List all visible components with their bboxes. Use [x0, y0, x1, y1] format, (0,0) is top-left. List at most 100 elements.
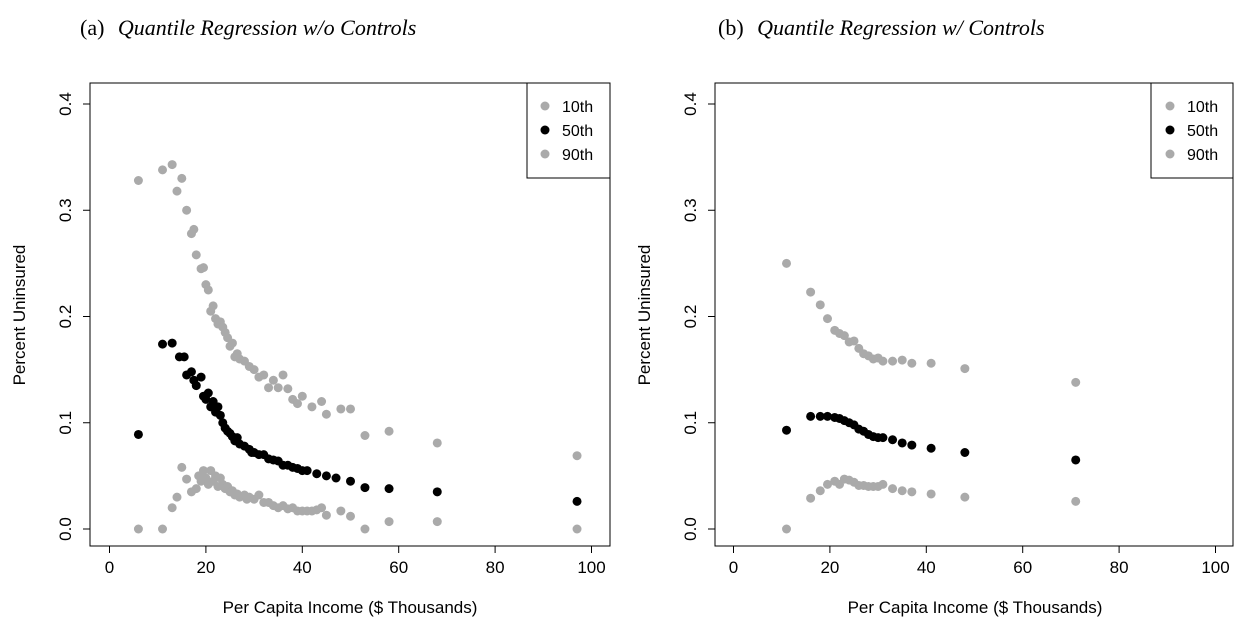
panel-a-point-10th — [346, 511, 355, 521]
panel-a-caption: (a) Quantile Regression w/o Controls — [80, 15, 416, 40]
panel-a-point-10th — [191, 484, 201, 494]
panel-b-xtick-label: 0 — [729, 558, 738, 577]
panel-a-title: Quantile Regression w/o Controls — [118, 15, 416, 40]
panel-b-point-90th — [806, 287, 816, 297]
panel-b-ytick-label: 0.4 — [681, 92, 700, 116]
panel-a-point-90th — [182, 205, 192, 215]
panel-a-point-50th — [186, 367, 196, 377]
panel-a-legend-label-90th: 90th — [562, 147, 593, 164]
panel-a-point-90th — [317, 397, 327, 406]
panel-a-point-50th — [432, 487, 442, 497]
panel-b-point-10th — [822, 479, 832, 489]
panel-b-point-50th — [1071, 455, 1081, 465]
panel-b-points — [782, 258, 1081, 534]
panel-b-legend-marker-90th — [1165, 149, 1175, 159]
panel-b-ylabel: Percent Uninsured — [635, 245, 654, 386]
panel-b-point-90th — [1071, 377, 1081, 387]
panel-a-legend-marker-90th — [540, 149, 550, 159]
panel-a-point-50th — [312, 469, 322, 479]
panel-a-point-50th — [196, 372, 206, 382]
panel-b-point-50th — [897, 438, 907, 448]
panel-b-point-10th — [897, 486, 907, 496]
panel-a-ticks: 0 20 40 60 80 100 0.0 0.1 0.2 0.3 0.4 — [56, 92, 606, 577]
panel-a-xtick-label: 60 — [389, 558, 408, 577]
panel-b-legend: 10th 50th 90th — [1150, 82, 1234, 179]
panel-b-ytick-label: 0.0 — [681, 517, 700, 541]
panel-a-point-90th — [203, 285, 213, 295]
panel-a-point-10th — [158, 524, 168, 534]
panel-a-point-90th — [572, 451, 582, 461]
panel-b-legend-marker-10th — [1165, 101, 1175, 111]
panel-b-point-50th — [806, 411, 816, 421]
panel-a-point-10th — [198, 466, 208, 476]
panel-a-point-10th — [167, 503, 177, 513]
panel-b-xtick-label: 60 — [1013, 558, 1032, 577]
panel-a-point-90th — [227, 338, 237, 348]
panel-a-point-10th — [321, 510, 331, 520]
panel-a-point-90th — [307, 402, 317, 412]
panel-a-point-90th — [273, 383, 283, 393]
panel-a-point-10th — [432, 517, 442, 527]
panel-b-point-10th — [1071, 496, 1081, 506]
panel-a-point-90th — [167, 160, 177, 170]
panel-b-point-50th — [907, 440, 917, 450]
panel-a-legend-label-50th: 50th — [562, 123, 593, 140]
panel-a-ytick-label: 0.1 — [56, 411, 75, 435]
panel-a-point-90th — [384, 426, 394, 436]
panel-a-point-50th — [179, 352, 189, 362]
panel-b-point-90th — [878, 356, 888, 366]
panel-b-point-10th — [888, 484, 898, 494]
panel-b-point-90th — [907, 358, 917, 368]
panel-b-point-90th — [815, 300, 825, 310]
panel-b-point-50th — [926, 443, 936, 453]
panel-a-point-90th — [177, 173, 187, 183]
panel-a-point-90th — [336, 404, 346, 414]
panel-a-legend-marker-50th — [540, 125, 550, 135]
panel-b-point-50th — [815, 411, 825, 421]
panel-b-point-10th — [806, 493, 816, 503]
panel-b-point-50th — [960, 448, 970, 457]
panel-b-point-90th — [926, 358, 936, 368]
panel-b-xtick-label: 20 — [820, 558, 839, 577]
panel-b-point-90th — [849, 336, 859, 346]
panel-a-xtick-label: 20 — [196, 558, 215, 577]
panel-b-point-90th — [888, 356, 898, 366]
panel-b-point-10th — [907, 487, 917, 497]
panel-b-legend-label-90th: 90th — [1187, 147, 1218, 164]
panel-b-point-90th — [960, 364, 970, 374]
panel-a-point-10th — [317, 503, 327, 513]
panel-b-ytick-label: 0.2 — [681, 305, 700, 329]
panel-a-point-90th — [208, 301, 218, 311]
panel-a-point-90th — [264, 383, 274, 393]
panel-a-point-90th — [432, 438, 442, 448]
panel-a-point-90th — [268, 375, 278, 385]
panel-b-point-50th — [888, 435, 898, 445]
panel-b-point-10th — [960, 492, 970, 502]
panel-a-point-50th — [302, 466, 312, 476]
panel-b-xtick-label: 80 — [1110, 558, 1129, 577]
panel-a-point-90th — [321, 409, 331, 419]
panel-a-point-90th — [292, 399, 302, 409]
panel-a-ytick-label: 0.0 — [56, 517, 75, 541]
panel-a-plot-frame — [89, 82, 611, 547]
panel-a-point-10th — [360, 524, 370, 534]
panel-a-point-50th — [572, 496, 582, 506]
panel-a-point-50th — [321, 471, 331, 481]
panel-b-xtick-label: 100 — [1201, 558, 1229, 577]
panel-b-ytick-label: 0.1 — [681, 411, 700, 435]
panel-a-ylabel: Percent Uninsured — [10, 245, 29, 386]
panel-a-point-90th — [360, 431, 370, 440]
panel-a-xtick-label: 80 — [486, 558, 505, 577]
panel-b-point-90th — [782, 258, 792, 268]
panel-a-point-10th — [177, 462, 187, 472]
panel-a-point-10th — [254, 490, 264, 500]
panel-b-caption-prefix: (b) — [718, 15, 744, 40]
panel-b-point-90th — [839, 331, 849, 341]
panel-a-ytick-label: 0.3 — [56, 198, 75, 222]
panel-a-legend-label-10th: 10th — [562, 99, 593, 116]
panel-b-point-10th — [878, 479, 888, 489]
panel-a-points — [133, 160, 582, 534]
panel-a-point-50th — [215, 410, 225, 420]
panel-a-point-90th — [283, 384, 293, 394]
